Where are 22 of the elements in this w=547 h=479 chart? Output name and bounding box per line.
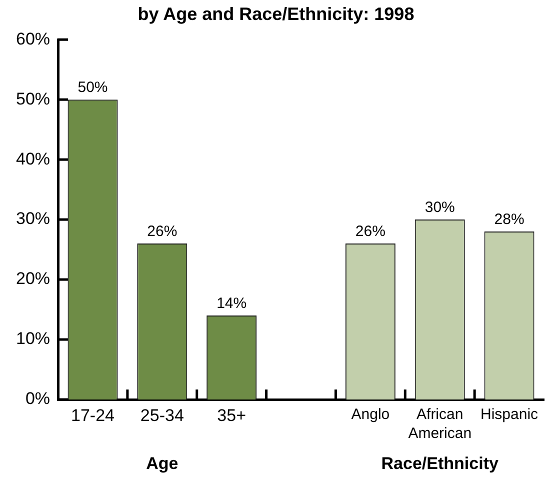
y-tick-label: 10% xyxy=(16,329,50,348)
y-tick-label: 40% xyxy=(16,149,50,168)
y-tick-label: 30% xyxy=(16,209,50,228)
data-label: 30% xyxy=(424,199,455,216)
y-tick-label: 0% xyxy=(25,389,50,408)
text: Age xyxy=(146,454,178,474)
y-tick-label: 60% xyxy=(16,29,50,48)
text: Race/Ethnicity xyxy=(381,454,499,474)
y-tick-label: 20% xyxy=(16,269,50,288)
x-tick-label: African American xyxy=(408,406,472,442)
data-label: 26% xyxy=(147,223,178,240)
data-label: 28% xyxy=(494,211,524,228)
data-label: 50% xyxy=(78,79,108,96)
x-tick-label: 25-34 xyxy=(140,406,184,425)
x-tick-label: 17-24 xyxy=(70,406,114,425)
data-label: 26% xyxy=(355,223,386,240)
x-tick-label: Anglo xyxy=(351,406,390,424)
chart-title: by Age and Race/Ethnicity: 1998 xyxy=(138,4,414,24)
x-tick-label: 35+ xyxy=(217,406,246,425)
y-tick-label: 50% xyxy=(16,89,50,108)
data-label: 14% xyxy=(216,295,247,312)
x-tick-label: Hispanic xyxy=(480,406,539,424)
